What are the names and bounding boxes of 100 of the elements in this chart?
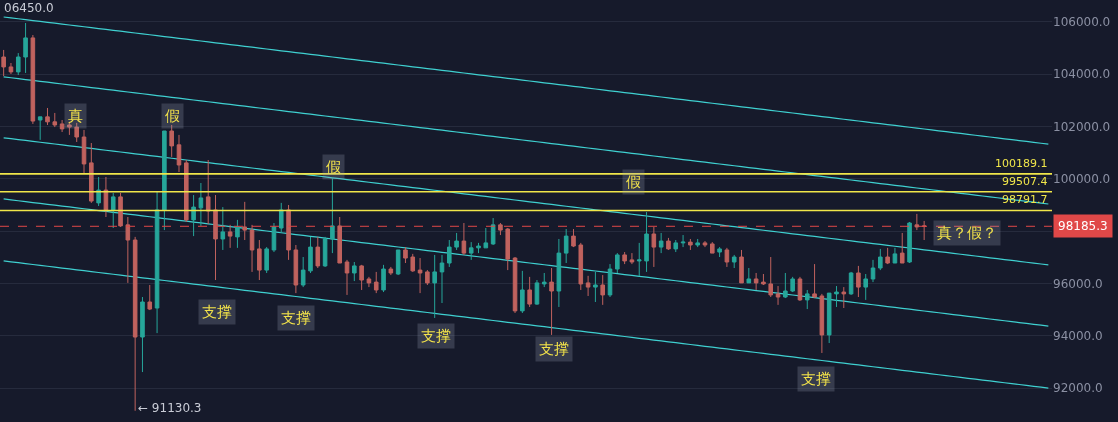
candlestick [184,159,189,223]
candlestick [388,266,394,276]
candlestick [607,263,613,298]
annotation: 真 [68,107,83,125]
candlestick [797,276,803,302]
candlestick [271,222,277,253]
candlestick [717,246,722,258]
candlestick [381,264,386,293]
candlestick [89,142,94,204]
candlestick [447,239,452,268]
candlestick [264,246,269,274]
candlestick [629,252,635,265]
candlestick [110,192,116,229]
candlestick [278,202,284,234]
ref-line-label: 100189.1 [995,157,1048,170]
candlestick [622,251,627,265]
candlestick [432,254,437,319]
candlestick [359,264,364,291]
candlestick [899,232,905,264]
candlestick [768,256,774,298]
candlestick [439,254,445,304]
ref-line-label: 99507.4 [1002,175,1048,188]
candlestick [59,119,65,133]
annotation: 06450.0 [4,1,54,15]
y-tick-label: 102000.0 [1053,119,1111,134]
candlestick [454,232,459,251]
y-tick-label: 96000.0 [1053,276,1103,291]
candlestick [563,228,569,264]
candlestick [330,176,335,254]
candlestick [45,107,50,126]
candlestick [366,276,372,288]
candlestick [286,204,291,261]
y-tick-label: 106000.0 [1053,15,1111,30]
candlestick [147,284,153,311]
candlestick [520,270,525,314]
candlestick [410,253,416,273]
candlestick [695,238,700,248]
candlestick [790,276,795,293]
annotation: ← 91130.3 [138,401,202,415]
candlestick [907,221,912,264]
candlestick [235,219,240,249]
candlestick [23,22,28,74]
annotation: 假 [626,173,641,191]
y-tick-label: 104000.0 [1053,67,1111,82]
candlestick [373,271,379,294]
candlestick [15,52,21,76]
candlestick [213,194,218,281]
candlestick [600,274,605,306]
annotation: 支撑 [801,370,831,388]
candlestick [315,236,321,269]
candlestick [870,259,876,283]
annotation: 假 [165,107,180,125]
line-series [3,76,1049,205]
candlestick [227,224,233,249]
candlestick [490,217,496,246]
candlestick [856,265,861,298]
candlestick [308,236,313,274]
candlestick [593,271,598,303]
candlestick [293,244,299,294]
candlestick [863,273,868,301]
line-series [3,16,1049,145]
candlestick [527,276,532,308]
candlestick [783,272,788,299]
candlestick [688,238,693,251]
candlestick [352,261,357,282]
candlestick [205,159,211,225]
candlestick [37,116,43,141]
candlestick [892,247,898,264]
candlestick [52,112,58,128]
candlestick [103,176,109,218]
candlestick [395,249,401,276]
candlestick [242,201,248,241]
candlestick [220,206,226,251]
candlestick [534,279,540,306]
candlestick [132,236,138,412]
candlestick [615,252,620,274]
candlestick [417,257,423,294]
line-series [3,260,1049,389]
candlestick [403,246,408,264]
candlestick [468,241,474,261]
candlestick [775,285,781,306]
candlestick [819,293,825,354]
candlestick [67,121,72,136]
candlestick [344,259,350,296]
candlestick [724,247,730,268]
candlestick [198,182,204,227]
candlestick [848,271,854,296]
candlestick [826,292,832,344]
candlestick [322,236,328,268]
candlestick [812,263,817,299]
y-tick-label: 100000.0 [1053,172,1111,187]
candlestick [249,224,255,273]
candlestick [885,247,890,265]
candlestick [666,237,671,251]
candlestick [425,269,430,286]
annotation: 支撑 [202,303,232,321]
candlestick [483,227,489,249]
candlestick [761,273,766,286]
candlestick [556,238,562,308]
candlestick [804,289,810,310]
